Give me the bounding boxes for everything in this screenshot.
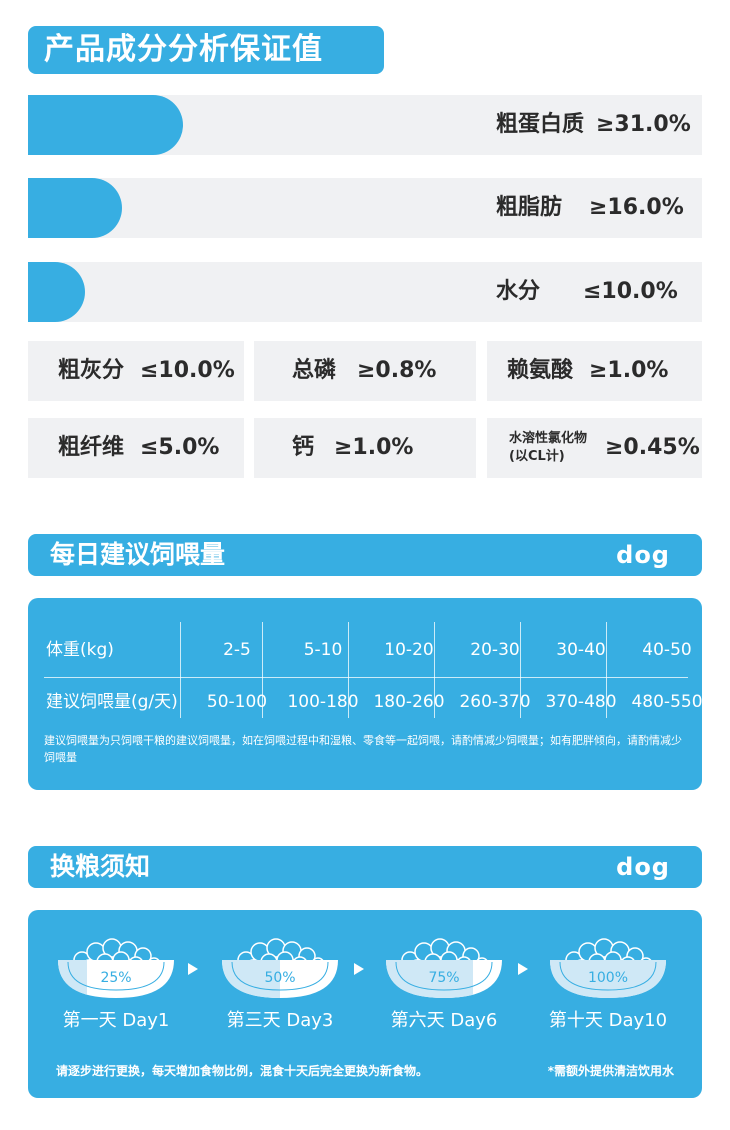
table-cell: 370-480 xyxy=(545,692,617,712)
bowl-icon-day3: 50% xyxy=(222,938,338,998)
transition-tag: dog xyxy=(616,853,670,881)
table-cell: 480-550 xyxy=(631,692,703,712)
cell-label: 钙 xyxy=(292,435,315,460)
step-percent: 100% xyxy=(588,970,628,986)
phosphorus-cell: 总磷 ≥0.8% xyxy=(254,341,476,401)
feeding-header: 每日建议饲喂量 dog xyxy=(28,534,702,576)
bar-label: 水分 xyxy=(496,279,541,304)
transition-header: 换粮须知 dog xyxy=(28,846,702,888)
table-divider xyxy=(180,622,181,718)
feeding-note: 建议饲喂量为只饲喂干粮的建议饲喂量，如在饲喂过程中和湿粮、零食等一起饲喂，请酌情… xyxy=(44,734,682,764)
cell-value: ≥1.0% xyxy=(334,435,414,460)
cell-value: ≤10.0% xyxy=(140,358,235,383)
calcium-cell: 钙 ≥1.0% xyxy=(254,418,476,478)
transition-footnote: 请逐步进行更换，每天增加食物比例，混食十天后完全更换为新食物。 xyxy=(56,1064,429,1078)
feeding-table-panel: 体重(kg) 2-5 5-10 10-20 20-30 30-40 40-50 … xyxy=(28,598,703,790)
bar-value: ≤10.0% xyxy=(583,279,678,304)
fat-bar: 粗脂肪 ≥16.0% xyxy=(28,178,702,238)
bar-fill xyxy=(28,178,123,238)
table-cell: 20-30 xyxy=(470,640,520,660)
cell-label: 水溶性氯化物 (以CL计) xyxy=(509,431,588,464)
cell-value: ≥0.45% xyxy=(605,435,700,460)
bar-label: 粗蛋白质 xyxy=(496,112,585,137)
bowl-icon-day1: 25% xyxy=(58,938,174,998)
moisture-bar: 水分 ≤10.0% xyxy=(28,262,702,322)
step-label: 第三天 Day3 xyxy=(226,1010,334,1031)
ash-cell: 粗灰分 ≤10.0% xyxy=(28,341,244,401)
feeding-title: 每日建议饲喂量 xyxy=(50,540,226,569)
analysis-title: 产品成分分析保证值 xyxy=(28,26,384,74)
bowl-fill-bar xyxy=(58,960,87,998)
cell-label: 粗纤维 xyxy=(58,435,125,460)
table-divider xyxy=(520,622,521,718)
step-percent: 75% xyxy=(428,970,459,986)
step-percent: 50% xyxy=(264,970,295,986)
cell-value: ≥0.8% xyxy=(357,358,437,383)
transition-bowls: 25% 50% 75% 100% xyxy=(58,938,666,998)
bowl-icon-day10: 100% xyxy=(550,938,666,998)
fiber-cell: 粗纤维 ≤5.0% xyxy=(28,418,244,478)
cell-label: 总磷 xyxy=(292,358,337,383)
arrow-right-icon xyxy=(188,963,198,975)
step-label: 第六天 Day6 xyxy=(390,1010,498,1031)
table-row-amount: 建议饲喂量(g/天) 50-100 100-180 180-260 260-37… xyxy=(44,680,703,724)
cell-label: 赖氨酸 xyxy=(507,358,574,383)
feeding-tag: dog xyxy=(616,541,670,569)
bar-value: ≥16.0% xyxy=(589,195,684,220)
protein-bar: 粗蛋白质 ≥31.0% xyxy=(28,95,702,155)
bar-value: ≥31.0% xyxy=(596,112,691,137)
row-header: 建议饲喂量(g/天) xyxy=(46,692,178,712)
table-cell: 100-180 xyxy=(287,692,359,712)
step-label: 第一天 Day1 xyxy=(62,1010,170,1031)
table-cell: 30-40 xyxy=(556,640,606,660)
water-note: *需额外提供清洁饮用水 xyxy=(547,1064,674,1078)
table-cell: 260-370 xyxy=(459,692,531,712)
table-divider xyxy=(606,622,607,718)
table-divider xyxy=(434,622,435,718)
table-divider xyxy=(262,622,263,718)
table-cell: 5-10 xyxy=(303,640,343,660)
table-row-weight: 体重(kg) 2-5 5-10 10-20 20-30 30-40 40-50 xyxy=(44,628,692,672)
row-header: 体重(kg) xyxy=(46,640,114,660)
bar-label: 粗脂肪 xyxy=(496,195,563,220)
cell-label: 粗灰分 xyxy=(58,358,125,383)
transition-title: 换粮须知 xyxy=(50,852,151,881)
lysine-cell: 赖氨酸 ≥1.0% xyxy=(487,341,702,401)
arrow-right-icon xyxy=(354,963,364,975)
table-cell: 50-100 xyxy=(206,692,268,712)
arrow-right-icon xyxy=(518,963,528,975)
transition-panel: 25% 50% 75% 100% xyxy=(28,910,702,1098)
table-cell: 180-260 xyxy=(373,692,445,712)
table-divider xyxy=(44,677,688,678)
bar-fill xyxy=(28,262,86,322)
table-cell: 40-50 xyxy=(642,640,692,660)
table-divider xyxy=(348,622,349,718)
table-cell: 10-20 xyxy=(384,640,434,660)
bowl-icon-day6: 75% xyxy=(386,938,502,998)
cell-value: ≤5.0% xyxy=(140,435,220,460)
cell-value: ≥1.0% xyxy=(589,358,669,383)
step-percent: 25% xyxy=(100,970,131,986)
bar-fill xyxy=(28,95,184,155)
step-label: 第十天 Day10 xyxy=(548,1010,668,1031)
chloride-cell: 水溶性氯化物 (以CL计) ≥0.45% xyxy=(487,418,702,478)
table-cell: 2-5 xyxy=(223,640,251,660)
